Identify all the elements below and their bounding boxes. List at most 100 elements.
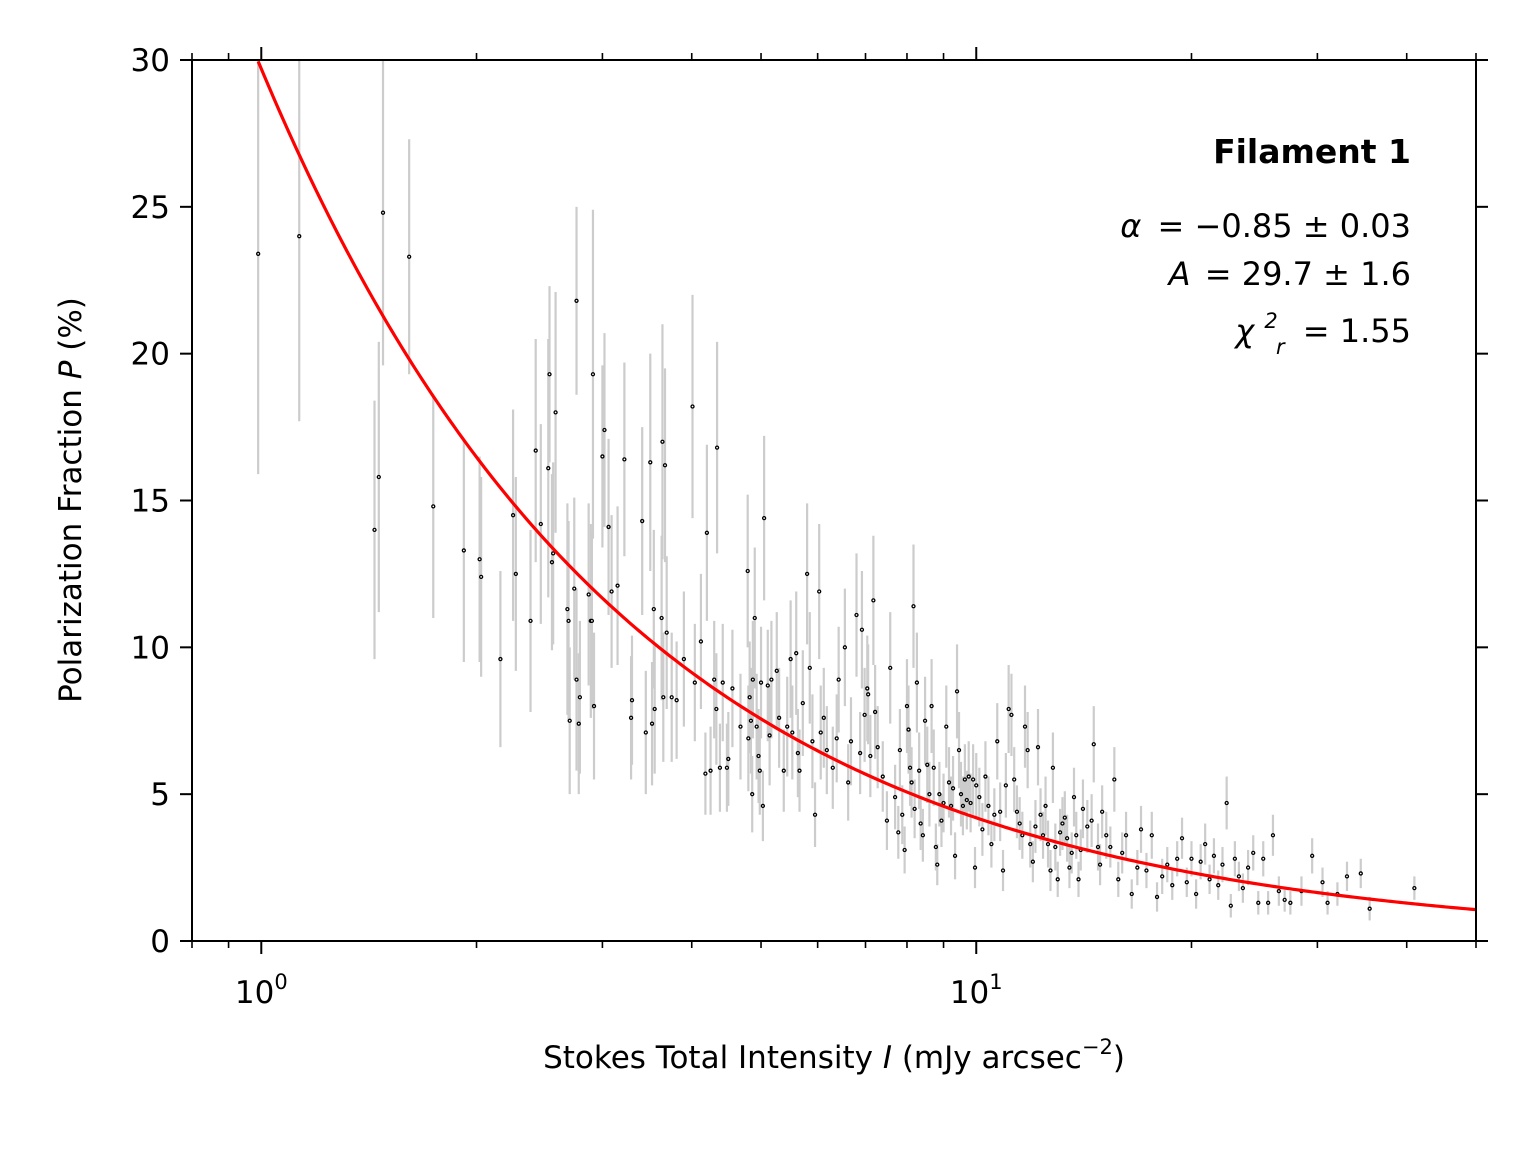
data-point-218 bbox=[1129, 891, 1134, 897]
data-point-195 bbox=[1057, 830, 1063, 835]
data-point-14 bbox=[533, 448, 538, 453]
data-point-58 bbox=[698, 639, 704, 644]
data-point-1 bbox=[297, 234, 302, 239]
data-point-116 bbox=[866, 692, 871, 697]
data-point-154 bbox=[954, 689, 960, 694]
data-point-131 bbox=[907, 765, 913, 770]
x-tick-label-1: 101 bbox=[950, 970, 1003, 1011]
annotation-alpha: α = −0.85 ± 0.03 bbox=[1120, 207, 1411, 245]
data-point-137 bbox=[918, 821, 923, 826]
data-point-184 bbox=[1030, 859, 1036, 864]
data-point-13 bbox=[528, 618, 533, 624]
data-point-10 bbox=[498, 656, 503, 662]
data-point-215 bbox=[1116, 877, 1121, 882]
data-point-88 bbox=[776, 715, 782, 720]
data-point-100 bbox=[812, 812, 818, 817]
data-point-21 bbox=[565, 607, 570, 612]
data-point-187 bbox=[1038, 812, 1043, 817]
data-point-253 bbox=[1310, 853, 1315, 858]
data-point-7 bbox=[461, 548, 466, 553]
data-point-254 bbox=[1325, 900, 1330, 905]
data-point-160 bbox=[966, 774, 971, 779]
data-point-188 bbox=[1040, 833, 1046, 838]
data-point-75 bbox=[750, 792, 755, 797]
data-point-51 bbox=[662, 463, 668, 468]
data-point-213 bbox=[1108, 844, 1113, 850]
data-point-223 bbox=[1154, 894, 1160, 900]
data-points bbox=[256, 210, 1417, 911]
data-point-158 bbox=[962, 777, 968, 782]
data-point-166 bbox=[980, 827, 985, 832]
y-tick-label-4: 20 bbox=[131, 337, 170, 373]
data-point-120 bbox=[875, 745, 880, 750]
data-point-23 bbox=[567, 718, 572, 723]
data-point-199 bbox=[1067, 865, 1072, 870]
data-point-96 bbox=[800, 700, 805, 706]
data-point-42 bbox=[640, 518, 645, 524]
data-point-153 bbox=[952, 853, 958, 858]
data-point-169 bbox=[989, 841, 994, 847]
data-point-107 bbox=[836, 677, 841, 682]
data-point-177 bbox=[1012, 777, 1017, 782]
data-point-61 bbox=[708, 768, 713, 773]
data-point-27 bbox=[576, 721, 581, 726]
data-point-5 bbox=[407, 254, 412, 259]
fit-curve bbox=[256, 60, 1477, 912]
annotation-chi-square: χ 2 r = 1.55 bbox=[1233, 298, 1411, 362]
y-tick-label-5: 25 bbox=[131, 190, 170, 226]
data-point-145 bbox=[935, 862, 940, 867]
data-point-209 bbox=[1095, 844, 1101, 850]
data-point-139 bbox=[922, 718, 928, 723]
data-point-8 bbox=[477, 557, 482, 562]
data-point-102 bbox=[818, 730, 823, 735]
data-point-168 bbox=[986, 803, 991, 809]
data-point-231 bbox=[1193, 891, 1199, 897]
data-point-127 bbox=[900, 812, 905, 817]
data-point-71 bbox=[745, 568, 750, 574]
axis-ticks: 0 5 10 15 20 25 30 100 101 bbox=[131, 43, 1488, 1011]
data-point-38 bbox=[615, 583, 620, 588]
data-point-198 bbox=[1064, 836, 1070, 841]
data-point-77 bbox=[752, 615, 757, 621]
data-point-194 bbox=[1055, 877, 1060, 882]
data-point-106 bbox=[834, 736, 839, 741]
y-tick-label-3: 15 bbox=[131, 484, 170, 520]
data-point-57 bbox=[692, 680, 697, 685]
data-point-200 bbox=[1069, 850, 1074, 856]
data-point-221 bbox=[1144, 868, 1149, 873]
data-point-26 bbox=[574, 298, 579, 303]
data-point-251 bbox=[1288, 900, 1293, 905]
data-point-128 bbox=[902, 847, 907, 853]
data-point-81 bbox=[758, 680, 764, 685]
data-point-68 bbox=[726, 756, 731, 762]
data-point-164 bbox=[974, 783, 979, 788]
data-point-83 bbox=[761, 515, 767, 521]
data-point-4 bbox=[380, 210, 386, 215]
data-point-18 bbox=[549, 560, 555, 565]
data-point-143 bbox=[931, 765, 936, 770]
data-point-225 bbox=[1165, 862, 1170, 867]
y-tick-label-1: 5 bbox=[150, 777, 170, 813]
data-point-189 bbox=[1043, 803, 1048, 809]
data-point-62 bbox=[712, 677, 717, 682]
data-point-60 bbox=[704, 530, 710, 535]
y-tick-label-0: 0 bbox=[150, 924, 170, 960]
data-point-45 bbox=[649, 721, 655, 726]
annotation-title: Filament 1 bbox=[1213, 132, 1411, 171]
data-point-202 bbox=[1074, 833, 1079, 838]
data-point-197 bbox=[1062, 815, 1067, 820]
data-point-147 bbox=[939, 818, 944, 823]
data-point-216 bbox=[1120, 850, 1125, 856]
data-point-46 bbox=[651, 607, 656, 612]
data-point-130 bbox=[906, 727, 911, 732]
data-point-93 bbox=[794, 651, 799, 656]
data-point-230 bbox=[1189, 856, 1194, 861]
data-point-174 bbox=[1003, 783, 1009, 788]
data-point-63 bbox=[714, 706, 719, 712]
data-point-211 bbox=[1100, 809, 1105, 814]
data-point-235 bbox=[1211, 853, 1217, 858]
data-point-212 bbox=[1104, 833, 1109, 838]
data-point-99 bbox=[810, 739, 815, 744]
data-point-117 bbox=[868, 753, 873, 759]
data-point-173 bbox=[1000, 868, 1006, 873]
